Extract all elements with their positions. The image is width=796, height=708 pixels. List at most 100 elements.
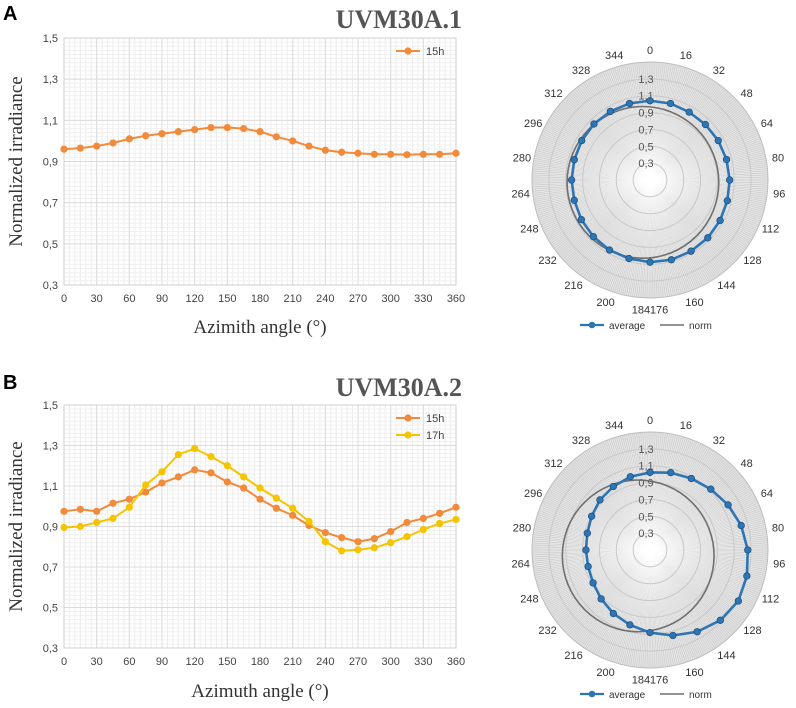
- polar-spoke: [649, 179, 699, 288]
- angle-tick-label: 128: [743, 255, 761, 267]
- polar-spoke: [649, 149, 765, 181]
- polar-spoke: [560, 179, 651, 258]
- polar-spoke: [532, 543, 651, 551]
- average-point: [716, 216, 724, 225]
- polar-spoke: [611, 549, 651, 662]
- legend-marker: [404, 47, 412, 55]
- polar-spoke: [645, 179, 651, 298]
- legend-marker: [404, 431, 412, 439]
- polar-spoke: [627, 179, 651, 296]
- polar-spoke: [573, 459, 651, 551]
- data-point: [338, 547, 346, 555]
- y-tick-label: 0,3: [43, 280, 58, 292]
- polar-spoke: [589, 448, 651, 551]
- polar-spoke: [649, 79, 713, 181]
- polar-spoke: [649, 549, 750, 615]
- polar-spoke: [649, 75, 706, 181]
- data-point: [338, 148, 346, 156]
- polar-spoke: [534, 157, 651, 181]
- polar-spoke: [649, 529, 767, 551]
- average-point: [667, 469, 675, 477]
- polar-spoke: [621, 435, 651, 551]
- angle-tick-label: 64: [761, 118, 773, 130]
- polar-spoke: [555, 179, 651, 252]
- polar-spoke: [649, 179, 733, 266]
- legend-marker-average: [588, 321, 596, 329]
- angle-tick-label: 296: [524, 118, 542, 130]
- polar-spoke: [649, 498, 757, 551]
- polar-spoke: [649, 549, 754, 608]
- angle-tick-label: 64: [761, 488, 773, 500]
- radial-tick-label: 1,3: [638, 444, 653, 456]
- polar-spoke: [649, 179, 685, 293]
- polar-spoke: [649, 126, 756, 181]
- radial-tick-label: 0,3: [638, 528, 653, 540]
- polar-spoke: [649, 438, 689, 551]
- polar-spoke: [554, 480, 651, 551]
- average-point: [666, 99, 675, 108]
- data-point: [387, 539, 395, 547]
- polar-spoke: [649, 129, 758, 181]
- angle-tick-label: 344: [605, 420, 623, 432]
- polar-spoke: [542, 179, 651, 231]
- x-tick-label: 270: [349, 293, 367, 305]
- polar-spoke: [649, 179, 756, 234]
- polar-spoke: [544, 126, 651, 181]
- polar-spoke: [649, 62, 655, 181]
- x-tick-label: 30: [91, 293, 103, 305]
- polar-spoke: [607, 439, 651, 551]
- average-point: [714, 136, 722, 145]
- polar-spoke: [649, 179, 758, 231]
- polar-spoke: [649, 78, 711, 181]
- polar-spoke: [534, 525, 651, 551]
- polar-spoke: [554, 549, 651, 620]
- data-point: [158, 468, 166, 476]
- polar-spoke: [631, 433, 651, 551]
- polar-spoke: [643, 179, 651, 298]
- y-tick-label: 0,9: [43, 157, 58, 169]
- polar-spoke: [649, 70, 695, 181]
- average-point: [567, 176, 576, 184]
- polar-spoke: [532, 179, 651, 193]
- polar-spoke: [649, 549, 760, 595]
- polar-spoke: [649, 470, 738, 551]
- polar-spoke: [649, 84, 720, 181]
- polar-spoke: [649, 531, 767, 551]
- polar-spoke: [583, 452, 651, 551]
- x-tick-label: 120: [185, 656, 203, 668]
- polar-spoke: [649, 67, 685, 181]
- angle-tick-label: 264: [512, 189, 530, 201]
- x-tick-label: 300: [381, 293, 399, 305]
- polar-spoke: [649, 179, 767, 197]
- polar-spoke: [596, 444, 651, 551]
- data-point: [452, 149, 460, 157]
- data-point: [321, 538, 329, 546]
- polar-spoke: [617, 66, 651, 181]
- polar-spoke: [649, 439, 691, 551]
- polar-spoke: [548, 489, 651, 551]
- average-point: [609, 609, 617, 618]
- data-point: [305, 142, 313, 150]
- polar-spoke: [649, 128, 757, 181]
- polar-spoke: [563, 179, 651, 261]
- polar-spoke: [611, 68, 651, 181]
- polar-spoke: [649, 432, 657, 551]
- polar-spoke: [649, 549, 693, 661]
- polar-spoke: [647, 62, 651, 181]
- polar-spoke: [562, 470, 651, 551]
- polar-spoke: [543, 498, 651, 551]
- polar-spoke: [649, 65, 681, 181]
- polar-spoke: [598, 549, 651, 657]
- polar-spoke: [649, 179, 677, 296]
- y-tick-label: 0,7: [43, 562, 58, 574]
- polar-spoke: [649, 549, 722, 645]
- polar-spoke: [649, 141, 762, 181]
- polar-spoke: [594, 75, 651, 181]
- polar-spoke: [541, 503, 651, 551]
- polar-spoke: [649, 108, 745, 181]
- polar-spoke: [577, 549, 651, 644]
- polar-spoke: [649, 521, 765, 551]
- polar-spoke: [625, 64, 651, 181]
- polar-spoke: [649, 179, 673, 296]
- data-point: [289, 511, 297, 519]
